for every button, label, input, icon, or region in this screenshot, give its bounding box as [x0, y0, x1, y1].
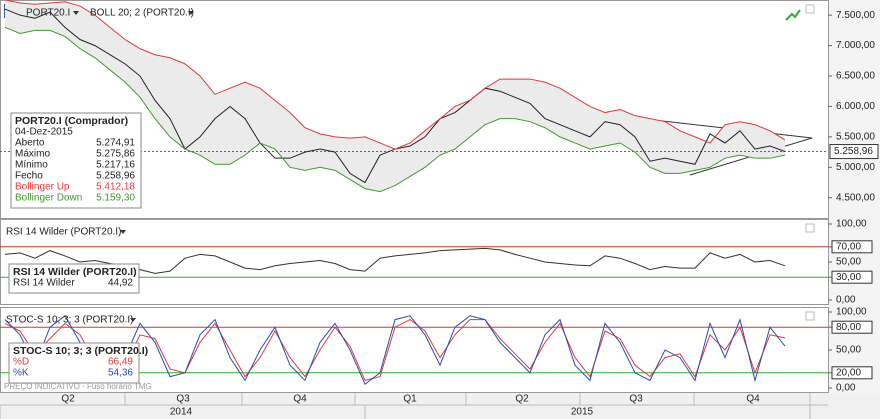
trend-icon[interactable]	[785, 9, 801, 21]
info-label: RSI 14 Wilder	[13, 278, 75, 289]
y-tick-label: 5.000,00	[836, 162, 875, 173]
y-tick-label: 6.000,00	[836, 101, 875, 112]
info-value: 5.217,16	[96, 160, 135, 171]
y-tick-label: 20,00	[836, 367, 861, 378]
series-line	[4, 0, 786, 150]
series-line	[4, 26, 786, 193]
level-box	[831, 270, 873, 284]
info-label: Mínimo	[15, 160, 48, 171]
info-title: RSI 14 Wilder (PORT20.I)	[13, 266, 137, 278]
band-fill	[5, 0, 785, 192]
price-panel	[0, 0, 829, 219]
panel-title[interactable]: RSI 14 Wilder (PORT20.I)	[6, 227, 121, 238]
year-label: 2015	[571, 407, 594, 418]
y-tick-label: 0,00	[836, 383, 856, 394]
info-title: PORT20.I (Comprador)	[15, 115, 128, 127]
dropdown-arrow[interactable]	[130, 318, 136, 322]
info-value: 54,36	[108, 368, 133, 379]
level-box	[831, 366, 873, 380]
info-label: Bollinger Up	[15, 182, 70, 193]
dropdown-arrow[interactable]	[188, 11, 194, 15]
info-label: Fecho	[15, 171, 43, 182]
y-tick-label: 7.500,00	[836, 10, 875, 21]
dropdown-arrow[interactable]	[120, 230, 126, 234]
quarter-label: Q4	[293, 394, 307, 405]
series-line	[4, 315, 786, 385]
time-axis	[0, 393, 880, 419]
year-label: 2014	[170, 407, 193, 418]
y-tick-label: 50,00	[836, 257, 861, 268]
level-box	[831, 320, 873, 334]
y-tick-label: 5.500,00	[836, 132, 875, 143]
info-box	[8, 342, 140, 384]
y-tick-label: 4.500,00	[836, 192, 875, 203]
indicator-title[interactable]: BOLL 20; 2 (PORT20.I)	[90, 8, 194, 19]
panel-button[interactable]	[805, 4, 815, 14]
info-value: 66,49	[108, 357, 133, 368]
panel-title[interactable]: STOC-S 10; 3; 3 (PORT20.I)	[6, 315, 133, 326]
level-box	[831, 240, 873, 254]
y-tick-label: 30,00	[836, 272, 861, 283]
info-label: %D	[13, 357, 29, 368]
quarter-label: Q3	[629, 394, 643, 405]
info-label: %K	[13, 368, 29, 379]
y-tick-label: 100,00	[836, 307, 867, 318]
info-value: 5.275,86	[96, 149, 135, 160]
watermark: PREÇO INDICATIVO · Fuso horário TMG	[4, 382, 152, 391]
y-tick-label: 80,00	[836, 322, 861, 333]
info-box	[10, 112, 142, 209]
dropdown-arrow[interactable]	[73, 11, 79, 15]
y-tick-label: 50,00	[836, 345, 861, 356]
info-value: 5.274,91	[96, 138, 135, 149]
panel-title[interactable]: PORT20.I	[26, 8, 70, 19]
info-value: 5.159,30	[96, 193, 135, 204]
info-value: 44,92	[108, 278, 133, 289]
quarter-label: Q4	[746, 394, 760, 405]
quarter-label: Q2	[515, 394, 529, 405]
info-date: 04-Dez-2015	[15, 127, 73, 138]
panel-button[interactable]	[805, 223, 815, 233]
panel-button[interactable]	[805, 311, 815, 321]
info-title: STOC-S 10; 3; 3 (PORT20.I)	[13, 345, 148, 357]
info-label: Aberto	[15, 138, 45, 149]
info-label: Máximo	[15, 149, 50, 160]
y-tick-label: 7.000,00	[836, 40, 875, 51]
info-box	[8, 263, 140, 294]
y-tick-label: 70,00	[836, 241, 861, 252]
info-value: 5.412,18	[96, 182, 135, 193]
info-label: Bollinger Down	[15, 193, 82, 204]
last-price-label: 5.258,96	[834, 146, 873, 157]
y-tick-label: 100,00	[836, 219, 867, 230]
quarter-label: Q3	[176, 394, 190, 405]
quarter-label: Q1	[403, 394, 417, 405]
last-price-box	[829, 144, 879, 160]
y-tick-label: 0,00	[836, 295, 856, 306]
quarter-label: Q2	[61, 394, 75, 405]
y-tick-label: 6.500,00	[836, 71, 875, 82]
info-value: 5.258,96	[96, 171, 135, 182]
